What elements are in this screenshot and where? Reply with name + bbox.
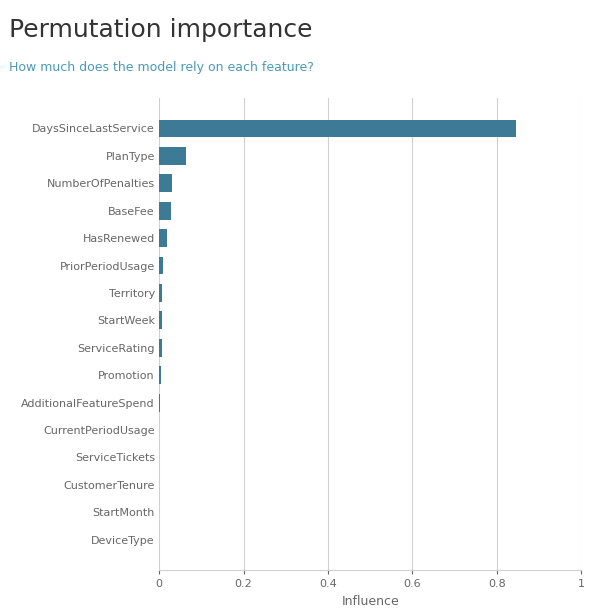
Bar xyxy=(159,367,161,384)
Bar xyxy=(159,147,185,165)
Bar xyxy=(159,394,160,411)
Text: Permutation importance: Permutation importance xyxy=(9,18,313,42)
Text: How much does the model rely on each feature?: How much does the model rely on each fea… xyxy=(9,61,314,74)
Bar xyxy=(159,229,166,247)
Bar xyxy=(159,339,162,357)
Bar xyxy=(159,120,516,137)
Bar xyxy=(159,202,171,219)
X-axis label: Influence: Influence xyxy=(341,595,399,607)
Bar xyxy=(159,311,162,329)
Bar xyxy=(159,284,163,302)
Bar xyxy=(159,257,163,275)
Bar xyxy=(159,174,172,192)
